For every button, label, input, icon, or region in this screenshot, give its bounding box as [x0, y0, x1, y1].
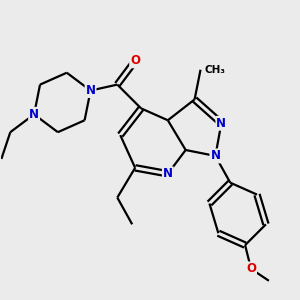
- Text: O: O: [130, 54, 140, 67]
- Text: N: N: [85, 84, 96, 97]
- Text: N: N: [210, 149, 220, 162]
- Text: N: N: [163, 167, 173, 180]
- Text: CH₃: CH₃: [205, 65, 226, 75]
- Text: O: O: [246, 262, 256, 275]
- Text: N: N: [216, 117, 226, 130]
- Text: N: N: [29, 108, 39, 121]
